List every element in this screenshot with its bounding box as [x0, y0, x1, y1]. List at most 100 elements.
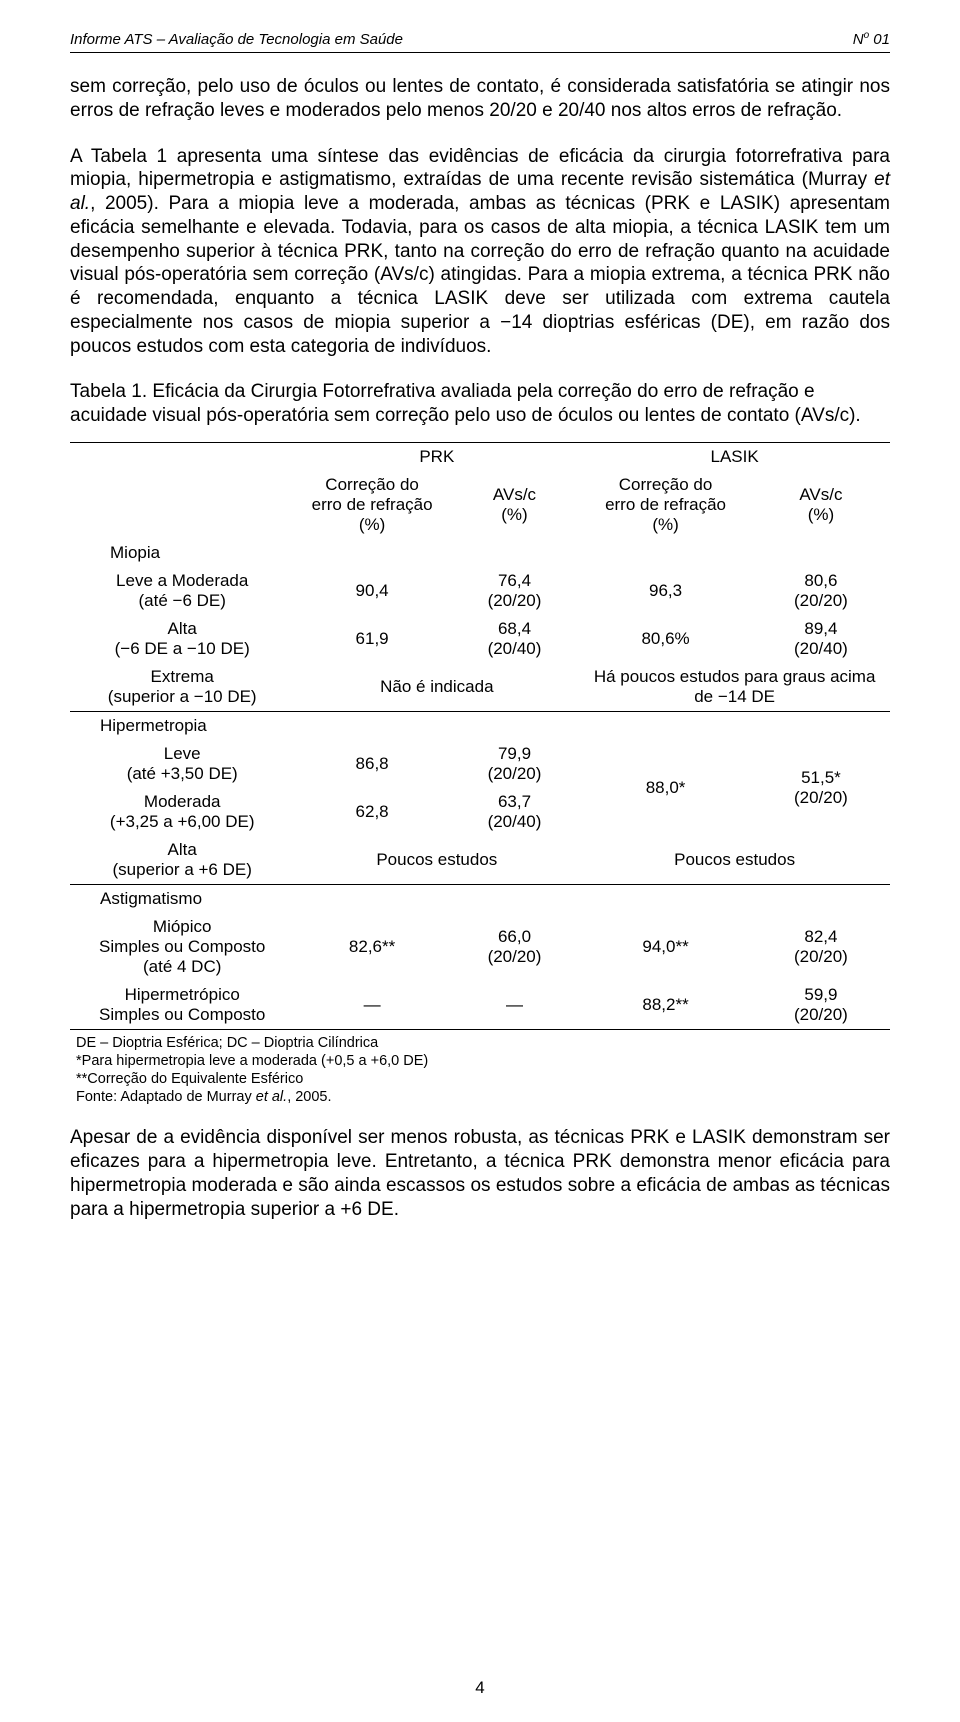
a-mio-lasik-avsc-l1: 82,4: [804, 927, 837, 946]
a-mio-lasik-avsc: 82,4 (20/20): [752, 913, 890, 981]
hdr-corr-l3b: (%): [652, 515, 678, 534]
m-leve-l1: Leve a Moderada: [116, 571, 248, 590]
h-leve-prk-avsc-l1: 79,9: [498, 744, 531, 763]
m-ext-lasik-l2: de −14 DE: [694, 687, 775, 706]
h-mod-l1: Moderada: [144, 792, 221, 811]
a-mio-l2: Simples ou Composto: [99, 937, 265, 956]
m-leve-lasik-corr: 96,3: [579, 567, 752, 615]
m-ext-lasik-l1: Há poucos estudos para graus acima: [594, 667, 876, 686]
row-hip-mod-label: Moderada (+3,25 a +6,00 DE): [70, 788, 294, 836]
h-alta-l2: (superior a +6 DE): [113, 860, 252, 879]
h-mod-prk-avsc-l2: (20/40): [488, 812, 542, 831]
h-merge-lasik-avsc-l1: 51,5*: [801, 768, 841, 787]
h-mod-prk-avsc-l1: 63,7: [498, 792, 531, 811]
h-mod-prk-avsc: 63,7 (20/40): [450, 788, 579, 836]
m-alta-prk-avsc-l2: (20/40): [488, 639, 542, 658]
row-hip-leve-label: Leve (até +3,50 DE): [70, 740, 294, 788]
fn1: DE – Dioptria Esférica; DC – Dioptria Ci…: [76, 1035, 378, 1051]
m-alta-lasik-corr: 80,6%: [579, 615, 752, 663]
fn4a: Fonte: Adaptado de Murray: [76, 1089, 256, 1105]
row-miopia-leve-label: Leve a Moderada (até −6 DE): [70, 567, 294, 615]
a-hip-l1: Hipermetrópico: [125, 985, 240, 1004]
header-divider: [70, 52, 890, 53]
fn2: *Para hipermetropia leve a moderada (+0,…: [76, 1053, 428, 1069]
m-leve-prk-avsc-l2: (20/20): [488, 591, 542, 610]
m-leve-lasik-avsc-l1: 80,6: [804, 571, 837, 590]
row-miopia-alta-label: Alta (−6 DE a −10 DE): [70, 615, 294, 663]
header-right-num: 01: [869, 31, 890, 48]
a-mio-l3: (até 4 DC): [143, 957, 221, 976]
section-miopia: Miopia: [70, 539, 294, 567]
a-mio-prk-corr: 82,6**: [294, 913, 449, 981]
hdr-corr-l2: erro de refração: [312, 495, 433, 514]
row-hip-alta-label: Alta (superior a +6 DE): [70, 836, 294, 885]
hdr-corr-l2b: erro de refração: [605, 495, 726, 514]
m-leve-lasik-avsc-l2: (20/20): [794, 591, 848, 610]
m-alta-l1: Alta: [168, 619, 197, 638]
a-hip-lasik-avsc-l2: (20/20): [794, 1005, 848, 1024]
m-ext-l1: Extrema: [151, 667, 214, 686]
h-leve-prk-avsc-l2: (20/20): [488, 764, 542, 783]
m-alta-prk-avsc: 68,4 (20/40): [450, 615, 579, 663]
h-alta-lasik: Poucos estudos: [579, 836, 890, 885]
header-right-prefix: N: [853, 31, 864, 48]
p2-b: , 2005). Para a miopia leve a moderada, …: [70, 193, 890, 357]
col-prk-corr: Correção do erro de refração (%): [294, 471, 449, 539]
m-ext-prk: Não é indicada: [294, 663, 579, 712]
a-hip-lasik-avsc: 59,9 (20/20): [752, 981, 890, 1030]
h-leve-prk-avsc: 79,9 (20/20): [450, 740, 579, 788]
a-hip-lasik-avsc-l1: 59,9: [804, 985, 837, 1004]
m-leve-prk-avsc-l1: 76,4: [498, 571, 531, 590]
h-mod-prk-corr: 62,8: [294, 788, 449, 836]
hdr-avsc-l2b: (%): [808, 505, 834, 524]
table-caption: Tabela 1. Eficácia da Cirurgia Fotorrefr…: [70, 380, 890, 428]
fn3: **Correção do Equivalente Esférico: [76, 1071, 303, 1087]
m-alta-prk-corr: 61,9: [294, 615, 449, 663]
page-number: 4: [0, 1678, 960, 1698]
fn4em: et al.: [256, 1089, 287, 1105]
section-hipermetropia: Hipermetropia: [70, 711, 294, 740]
h-mod-l2: (+3,25 a +6,00 DE): [110, 812, 255, 831]
h-merge-lasik-avsc: 51,5* (20/20): [752, 740, 890, 836]
m-leve-l2: (até −6 DE): [139, 591, 226, 610]
page-header: Informe ATS – Avaliação de Tecnologia em…: [70, 30, 890, 48]
a-mio-prk-avsc-l2: (20/20): [488, 947, 542, 966]
fn4b: , 2005.: [287, 1089, 331, 1105]
a-mio-prk-avsc: 66,0 (20/20): [450, 913, 579, 981]
h-leve-prk-corr: 86,8: [294, 740, 449, 788]
m-ext-lasik: Há poucos estudos para graus acima de −1…: [579, 663, 890, 712]
m-ext-l2: (superior a −10 DE): [108, 687, 257, 706]
h-merge-lasik-corr: 88,0*: [579, 740, 752, 836]
m-alta-prk-avsc-l1: 68,4: [498, 619, 531, 638]
table-footnotes: DE – Dioptria Esférica; DC – Dioptria Ci…: [70, 1029, 890, 1110]
hdr-corr-l3: (%): [359, 515, 385, 534]
h-alta-prk: Poucos estudos: [294, 836, 579, 885]
paragraph-2: A Tabela 1 apresenta uma síntese das evi…: [70, 145, 890, 359]
col-prk-avsc: AVs/c (%): [450, 471, 579, 539]
m-leve-prk-avsc: 76,4 (20/20): [450, 567, 579, 615]
paragraph-3: Apesar de a evidência disponível ser men…: [70, 1126, 890, 1221]
col-lasik-avsc: AVs/c (%): [752, 471, 890, 539]
m-leve-prk-corr: 90,4: [294, 567, 449, 615]
h-leve-l1: Leve: [164, 744, 201, 763]
row-ast-mio-label: Miópico Simples ou Composto (até 4 DC): [70, 913, 294, 981]
h-alta-l1: Alta: [168, 840, 197, 859]
m-alta-lasik-avsc: 89,4 (20/40): [752, 615, 890, 663]
row-ast-hip-label: Hipermetrópico Simples ou Composto: [70, 981, 294, 1030]
a-mio-lasik-corr: 94,0**: [579, 913, 752, 981]
a-hip-prk-corr: —: [294, 981, 449, 1030]
h-leve-l2: (até +3,50 DE): [127, 764, 238, 783]
hdr-corr-l1: Correção do: [325, 475, 419, 494]
hdr-avsc-l1b: AVs/c: [799, 485, 842, 504]
a-mio-l1: Miópico: [153, 917, 212, 936]
a-mio-prk-avsc-l1: 66,0: [498, 927, 531, 946]
col-lasik: LASIK: [579, 442, 890, 471]
m-alta-l2: (−6 DE a −10 DE): [115, 639, 250, 658]
section-astigmatismo: Astigmatismo: [70, 884, 294, 913]
header-left: Informe ATS – Avaliação de Tecnologia em…: [70, 31, 403, 48]
a-hip-l2: Simples ou Composto: [99, 1005, 265, 1024]
m-alta-lasik-avsc-l1: 89,4: [804, 619, 837, 638]
p2-a: A Tabela 1 apresenta uma síntese das evi…: [70, 146, 890, 191]
col-prk: PRK: [294, 442, 579, 471]
a-hip-prk-avsc: —: [450, 981, 579, 1030]
